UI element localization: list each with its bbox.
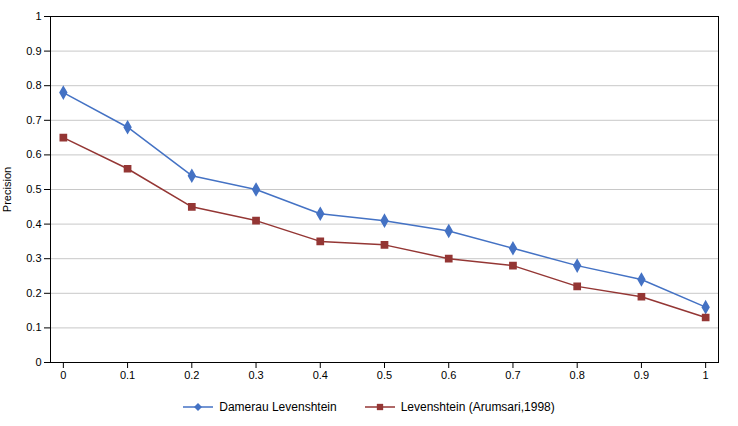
svg-text:Precision: Precision xyxy=(1,167,13,212)
svg-text:0.5: 0.5 xyxy=(26,183,41,195)
svg-text:0.1: 0.1 xyxy=(120,369,135,381)
svg-text:0.8: 0.8 xyxy=(26,79,41,91)
svg-text:0.2: 0.2 xyxy=(184,369,199,381)
svg-text:0.3: 0.3 xyxy=(26,252,41,264)
svg-text:0.6: 0.6 xyxy=(441,369,456,381)
svg-text:0.6: 0.6 xyxy=(26,148,41,160)
html-text:Damerau Levenshtein: Damerau Levenshtein xyxy=(219,400,337,414)
svg-text:1: 1 xyxy=(703,369,709,381)
svg-text:0.7: 0.7 xyxy=(26,114,41,126)
svg-text:0.2: 0.2 xyxy=(26,287,41,299)
svg-text:0.4: 0.4 xyxy=(313,369,328,381)
svg-text:0.7: 0.7 xyxy=(505,369,520,381)
svg-text:0.3: 0.3 xyxy=(248,369,263,381)
svg-text:0: 0 xyxy=(35,356,41,368)
svg-text:0.8: 0.8 xyxy=(570,369,585,381)
svg-text:0: 0 xyxy=(60,369,66,381)
svg-text:0.5: 0.5 xyxy=(377,369,392,381)
svg-text:0.4: 0.4 xyxy=(26,218,41,230)
svg-text:0.9: 0.9 xyxy=(634,369,649,381)
svg-text:0.1: 0.1 xyxy=(26,321,41,333)
html-text:Levenshtein (Arumsari,1998): Levenshtein (Arumsari,1998) xyxy=(400,400,555,414)
svg-text:1: 1 xyxy=(35,10,41,22)
svg-text:0.9: 0.9 xyxy=(26,45,41,57)
